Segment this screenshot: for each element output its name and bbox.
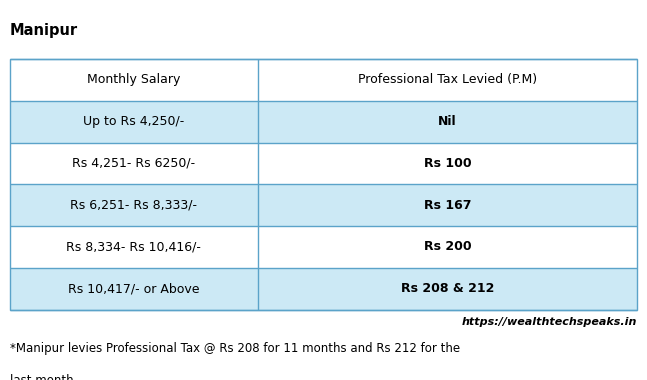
Text: last month.: last month. bbox=[10, 374, 77, 380]
Bar bbox=[258, 142, 637, 184]
Text: Rs 4,251- Rs 6250/-: Rs 4,251- Rs 6250/- bbox=[72, 157, 195, 170]
Text: Rs 8,334- Rs 10,416/-: Rs 8,334- Rs 10,416/- bbox=[66, 241, 201, 253]
Bar bbox=[10, 59, 258, 101]
Text: Manipur: Manipur bbox=[10, 23, 78, 38]
Text: Nil: Nil bbox=[438, 115, 457, 128]
Bar bbox=[258, 59, 637, 101]
Text: Up to Rs 4,250/-: Up to Rs 4,250/- bbox=[83, 115, 184, 128]
Text: Rs 100: Rs 100 bbox=[424, 157, 471, 170]
Text: Rs 200: Rs 200 bbox=[424, 241, 471, 253]
Bar bbox=[258, 226, 637, 268]
Text: Rs 10,417/- or Above: Rs 10,417/- or Above bbox=[68, 282, 199, 295]
Bar bbox=[10, 184, 258, 226]
Text: Monthly Salary: Monthly Salary bbox=[87, 73, 181, 86]
Bar bbox=[258, 184, 637, 226]
Bar bbox=[10, 101, 258, 142]
Text: *Manipur levies Professional Tax @ Rs 208 for 11 months and Rs 212 for the: *Manipur levies Professional Tax @ Rs 20… bbox=[10, 342, 460, 355]
Bar bbox=[258, 101, 637, 142]
Text: Professional Tax Levied (P.M): Professional Tax Levied (P.M) bbox=[358, 73, 537, 86]
Bar bbox=[10, 226, 258, 268]
Text: Rs 167: Rs 167 bbox=[424, 199, 471, 212]
Bar bbox=[10, 59, 637, 310]
Bar bbox=[10, 142, 258, 184]
Text: Rs 208 & 212: Rs 208 & 212 bbox=[400, 282, 494, 295]
Text: https://wealthtechspeaks.in: https://wealthtechspeaks.in bbox=[462, 317, 637, 327]
Bar bbox=[258, 268, 637, 310]
Text: Rs 6,251- Rs 8,333/-: Rs 6,251- Rs 8,333/- bbox=[70, 199, 197, 212]
Bar bbox=[10, 268, 258, 310]
